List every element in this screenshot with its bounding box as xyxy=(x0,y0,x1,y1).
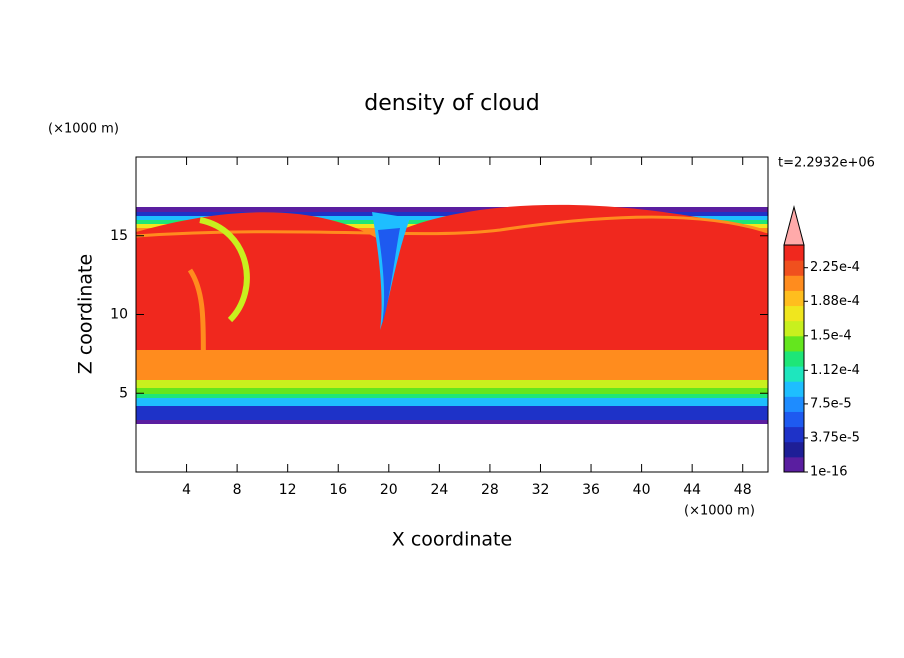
contour-field xyxy=(135,204,769,424)
colorbar-segment xyxy=(784,260,804,276)
x-tick-label: 4 xyxy=(182,482,191,498)
x-tick-label: 32 xyxy=(532,482,550,498)
x-tick-label: 44 xyxy=(683,482,701,498)
y-tick-label: 5 xyxy=(119,385,128,401)
colorbar-segment xyxy=(784,411,804,428)
x-tick-label: 28 xyxy=(481,482,499,498)
colorbar-segment xyxy=(784,290,804,307)
time-annotation: t=2.2932e+06 xyxy=(778,156,875,171)
y-unit: (×1000 m) xyxy=(48,122,119,137)
x-tick-label: 36 xyxy=(582,482,600,498)
y-tick-label: 15 xyxy=(110,228,128,244)
colorbar-tick-label: 3.75e-5 xyxy=(810,430,860,445)
colorbar-segment xyxy=(784,335,804,352)
x-tick-label: 48 xyxy=(734,482,752,498)
x-tick-label: 40 xyxy=(633,482,651,498)
colorbar-tick-label: 1.88e-4 xyxy=(810,294,860,309)
colorbar-segment xyxy=(784,350,804,367)
colorbar-segment xyxy=(784,305,804,322)
colorbar-tick-label: 1.5e-4 xyxy=(810,328,852,343)
colorbar-segment xyxy=(784,275,804,291)
x-tick-label: 16 xyxy=(329,482,347,498)
y-axis-label: Z coordinate xyxy=(75,254,97,374)
colorbar-segment xyxy=(784,441,804,458)
y-tick-label: 10 xyxy=(110,307,128,323)
colorbar-frame xyxy=(783,244,805,473)
x-tick-label: 12 xyxy=(279,482,297,498)
colorbar-segment xyxy=(784,366,804,382)
colorbar-segment xyxy=(784,396,804,412)
colorbar-tick-label: 1e-16 xyxy=(810,465,848,480)
colorbar-segment xyxy=(784,456,804,473)
x-tick-label: 8 xyxy=(233,482,242,498)
colorbar-segment xyxy=(784,426,804,443)
colorbar-extension xyxy=(783,205,805,246)
chart-title: density of cloud xyxy=(364,91,539,116)
colorbar-segment xyxy=(784,381,804,397)
colorbar-tick-label: 7.5e-5 xyxy=(810,396,852,411)
x-axis-label: X coordinate xyxy=(392,529,512,551)
colorbar-tick-label: 2.25e-4 xyxy=(810,260,860,275)
colorbar-segment xyxy=(784,320,804,337)
colorbar-segment xyxy=(784,245,804,261)
colorbar-tick-label: 1.12e-4 xyxy=(810,363,860,378)
x-tick-label: 24 xyxy=(430,482,448,498)
x-tick-label: 20 xyxy=(380,482,398,498)
x-unit: (×1000 m) xyxy=(684,504,755,519)
